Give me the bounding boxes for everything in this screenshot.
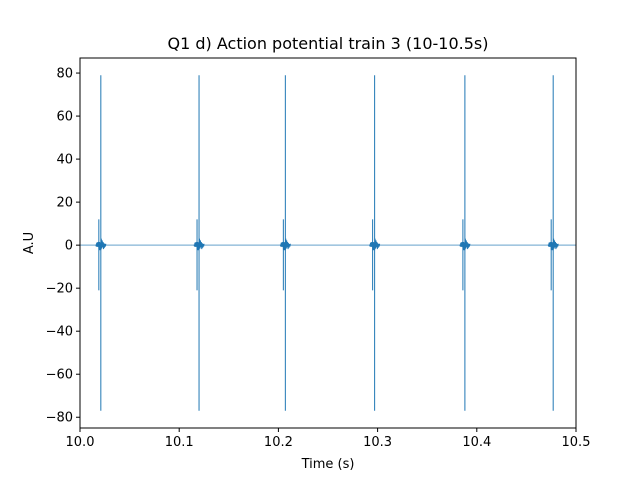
x-axis-label: Time (s) bbox=[301, 457, 355, 472]
y-tick-label: 0 bbox=[65, 239, 73, 254]
plot-area bbox=[80, 75, 576, 411]
y-tick-label: −80 bbox=[46, 411, 73, 426]
y-tick-label: −60 bbox=[46, 368, 73, 383]
y-tick-label: 80 bbox=[56, 67, 73, 82]
y-tick-label: −40 bbox=[46, 325, 73, 340]
chart-title: Q1 d) Action potential train 3 (10-10.5s… bbox=[168, 34, 489, 53]
x-axis: 10.0 10.1 10.2 10.3 10.4 10.5 bbox=[66, 428, 591, 450]
y-tick-label: 20 bbox=[56, 196, 73, 211]
y-tick-label: 40 bbox=[56, 153, 73, 168]
y-axis-label: A.U bbox=[22, 232, 37, 254]
x-tick-label: 10.5 bbox=[562, 435, 591, 450]
x-tick-label: 10.0 bbox=[66, 435, 95, 450]
y-axis: 80 60 40 20 0 −20 −40 −60 −80 bbox=[46, 67, 80, 426]
y-tick-label: −20 bbox=[46, 282, 73, 297]
y-tick-label: 60 bbox=[56, 110, 73, 125]
x-tick-label: 10.2 bbox=[264, 435, 293, 450]
axes-frame bbox=[79, 57, 577, 429]
x-tick-label: 10.1 bbox=[165, 435, 194, 450]
x-tick-label: 10.3 bbox=[363, 435, 392, 450]
x-tick-label: 10.4 bbox=[462, 435, 491, 450]
